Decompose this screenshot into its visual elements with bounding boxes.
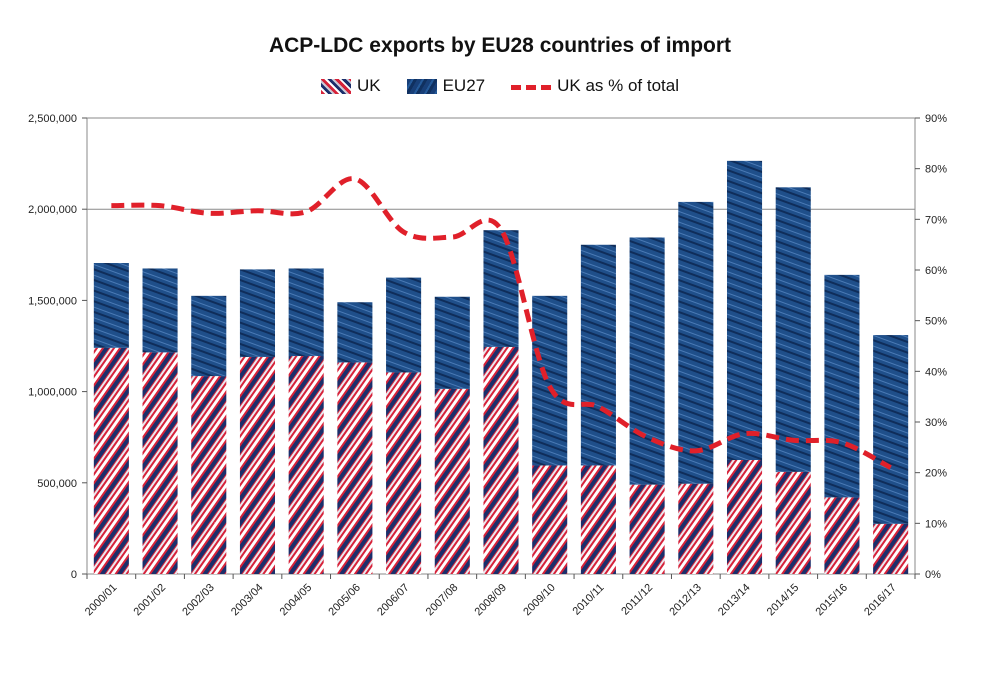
bar-uk [873,523,909,574]
bar-eu27 [873,335,909,524]
y-left-tick-label: 1,500,000 [28,295,77,307]
legend-item-uk: UK [320,76,381,96]
bar-uk [191,376,227,574]
bar-uk [678,483,714,574]
bar-eu27 [775,187,811,472]
bar-eu27 [288,268,324,357]
bar-eu27 [532,295,568,466]
x-tick-label: 2005/06 [326,582,363,619]
x-tick-label: 2007/08 [424,582,461,619]
bar-eu27 [191,295,227,377]
bar-uk [483,346,519,574]
x-tick-label: 2010/11 [571,582,607,618]
y-right-tick-label: 70% [925,214,947,226]
y-left-tick-label: 2,000,000 [28,204,77,216]
legend-label-uk: UK [356,76,381,95]
bar-uk [386,372,422,574]
x-tick-label: 2002/03 [180,582,217,619]
bar-uk [434,388,470,574]
y-left-tick-label: 2,500,000 [28,113,77,125]
legend-item-eu27: EU27 [406,76,486,96]
y-left-tick-label: 1,000,000 [28,387,77,399]
legend-label-eu27: EU27 [442,76,486,95]
legend-item-uk-share: UK as % of total [511,76,679,96]
bar-uk [580,465,616,574]
x-tick-label: 2001/02 [132,582,169,619]
x-tick-label: 2011/12 [619,582,655,618]
y-right-tick-label: 30% [925,417,947,429]
bar-eu27 [239,269,276,357]
bar-eu27 [337,302,373,363]
x-tick-label: 2008/09 [473,582,510,619]
x-tick-label: 2016/17 [862,582,899,619]
bar-eu27 [93,263,129,348]
bar-eu27 [434,296,470,389]
bar-eu27 [483,230,519,347]
x-tick-label: 2003/04 [229,582,266,619]
y-left-tick-label: 0 [71,569,77,581]
legend-swatch-uk [320,78,351,94]
bar-eu27 [386,277,422,373]
x-tick-label: 2014/15 [765,582,802,619]
chart-legend: UK EU27 UK as % of total [0,76,1000,96]
bar-eu27 [726,160,763,460]
bar-uk [629,484,665,574]
x-tick-label: 2012/13 [667,582,704,619]
bar-eu27 [824,274,860,498]
bar-uk [288,356,324,574]
bar-eu27 [629,237,665,485]
x-tick-label: 2000/01 [83,582,120,619]
bar-eu27 [580,244,616,466]
bar-uk [726,460,763,574]
bar-uk [142,352,178,574]
y-right-tick-label: 10% [925,518,947,530]
bar-uk [775,471,811,574]
bar-uk [337,362,373,574]
y-right-tick-label: 60% [925,265,947,277]
chart-title: ACP-LDC exports by EU28 countries of imp… [268,34,732,57]
x-tick-label: 2013/14 [716,582,753,619]
bar-uk [824,497,860,574]
bar-uk [239,356,276,574]
bar-uk [532,465,568,574]
legend-label-uk-share: UK as % of total [557,76,680,95]
y-right-tick-label: 50% [925,316,947,328]
y-right-tick-label: 80% [925,164,947,176]
y-right-tick-label: 20% [925,468,947,480]
x-tick-label: 2006/07 [375,582,412,619]
y-right-tick-label: 0% [925,569,941,581]
y-right-tick-label: 90% [925,113,947,125]
legend-swatch-uk-share [511,79,552,94]
legend-swatch-eu27 [406,78,437,94]
bar-eu27 [142,268,178,353]
y-right-tick-label: 40% [925,366,947,378]
bar-eu27 [678,201,714,484]
line-uk-share [111,176,892,470]
x-tick-label: 2004/05 [278,582,315,619]
x-tick-label: 2015/16 [813,582,850,619]
y-left-tick-label: 500,000 [37,478,77,490]
x-tick-label: 2009/10 [521,582,558,619]
bar-uk [93,347,129,574]
